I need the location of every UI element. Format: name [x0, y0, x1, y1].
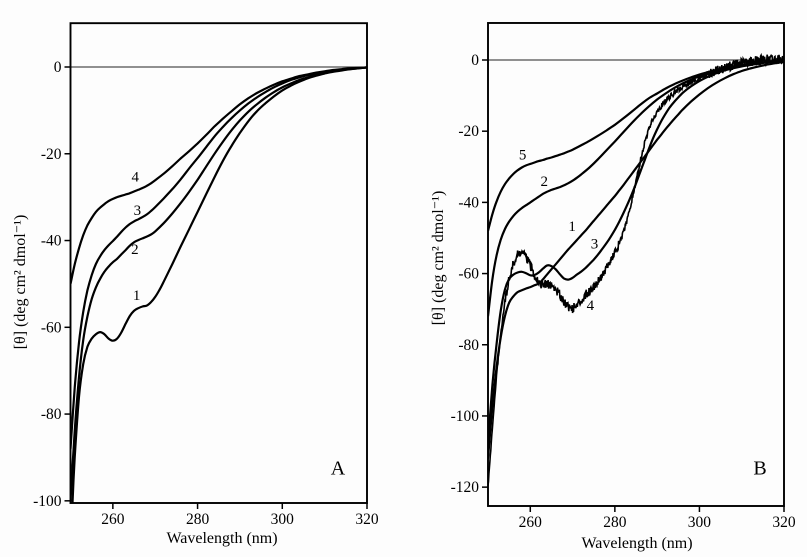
panel-b-y-axis-label: [θ] (deg cm² dmol⁻¹)	[430, 190, 447, 326]
x-tick-label: 320	[355, 511, 379, 528]
y-tick-label: -20	[41, 146, 62, 163]
plot-border	[487, 22, 785, 507]
curve-1	[488, 60, 784, 459]
panel-a-x-axis-label: Wavelength (nm)	[166, 530, 278, 547]
series-label-3: 3	[591, 237, 599, 253]
y-tick-label: -60	[41, 319, 62, 336]
y-tick-label: -100	[33, 493, 62, 510]
x-tick-label: 280	[186, 511, 210, 528]
curve-2	[488, 59, 784, 317]
plot-border	[69, 22, 368, 504]
curves-group	[70, 66, 367, 504]
panel-b-x-axis-label: Wavelength (nm)	[581, 535, 693, 552]
curve-4	[70, 66, 367, 285]
x-tick-label: 260	[519, 514, 543, 531]
series-label-2: 2	[131, 242, 139, 258]
y-tick-label: -60	[458, 266, 479, 283]
panel-a-letter: A	[330, 457, 346, 480]
panel-b-letter: B	[753, 457, 767, 480]
x-tick-label: 300	[688, 514, 712, 531]
y-tick-label: 0	[471, 52, 479, 69]
y-tick-label: 0	[54, 59, 62, 76]
y-tick-label: -40	[41, 233, 62, 250]
curve-3	[70, 66, 367, 449]
y-tick-label: -80	[41, 406, 62, 423]
x-tick-label: 300	[271, 511, 295, 528]
series-label-4: 4	[587, 298, 595, 314]
series-label-1: 1	[133, 288, 141, 304]
y-tick-label: -100	[451, 408, 480, 425]
x-tick-label: 320	[772, 514, 796, 531]
curve-2	[70, 66, 367, 501]
curve-1	[71, 66, 367, 504]
y-tick-label: -20	[458, 123, 479, 140]
x-tick-label: 260	[101, 511, 125, 528]
y-tick-label: -80	[458, 337, 479, 354]
series-label-3: 3	[134, 203, 142, 219]
series-label-5: 5	[519, 148, 527, 164]
y-tick-label: -120	[451, 479, 480, 496]
curve-4	[488, 52, 784, 486]
series-label-1: 1	[568, 219, 576, 235]
panel-a-y-axis-label: [θ] (deg cm² dmol⁻¹)	[12, 214, 29, 350]
curves-group	[488, 52, 784, 486]
panel-b-chart: 52 13 4 0 -20 -40 -60 -80 -100 -120 260 280 300 320	[451, 22, 796, 531]
x-tick-label: 280	[603, 514, 627, 531]
panel-a-chart: 4 3 2 1 0 -20 -40 -60 -80 -100 260 280 300 320	[33, 22, 379, 528]
series-label-4: 4	[132, 169, 140, 185]
series-label-2: 2	[540, 174, 548, 190]
y-tick-label: -40	[458, 194, 479, 211]
curve-5	[488, 59, 784, 232]
